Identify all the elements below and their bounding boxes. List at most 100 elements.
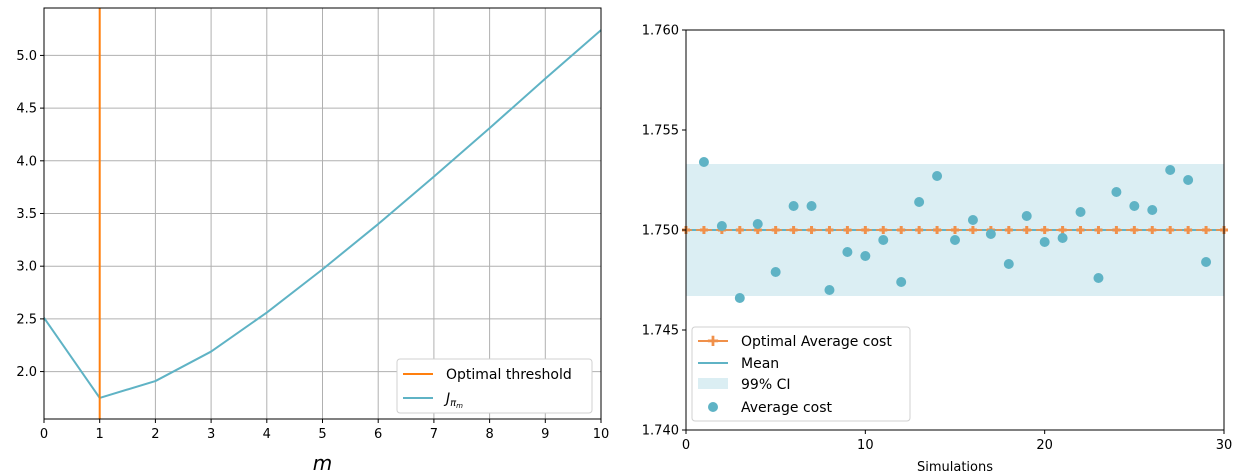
optimal-average-cost-marker: [1022, 226, 1031, 234]
optimal-average-cost-marker: [1166, 226, 1175, 234]
legend-swatch-average-cost: [708, 402, 718, 412]
optimal-average-cost-marker: [897, 226, 906, 234]
left-chart: 0 1 2 3 4 5 6 7 8 9 10 2.0 2.5 3.0 3.5 4.0 4.5 5.0 m Opti…: [16, 7, 609, 475]
optimal-average-cost-marker: [1040, 226, 1049, 234]
optimal-average-cost-marker: [735, 226, 744, 234]
right-y-tick-label: 1.760: [642, 24, 679, 39]
optimal-average-cost-marker: [789, 226, 798, 234]
average-cost-point: [932, 171, 943, 181]
average-cost-point: [878, 235, 889, 245]
optimal-average-cost-marker: [699, 226, 708, 234]
right-ticks: 0 10 20 30 1.740 1.745 1.750 1.755 1.760: [642, 24, 1232, 454]
left-x-tick-label: 8: [485, 427, 493, 442]
average-cost-point: [788, 201, 799, 211]
average-cost-point: [842, 247, 853, 257]
average-cost-point: [1075, 207, 1086, 217]
average-cost-point: [967, 215, 978, 225]
right-y-tick-label: 1.745: [642, 324, 679, 339]
average-cost-point: [860, 251, 871, 261]
average-cost-point: [1165, 165, 1176, 175]
right-y-tick-label: 1.750: [642, 224, 679, 239]
optimal-average-cost-marker: [968, 226, 977, 234]
legend-label-mean: Mean: [741, 356, 779, 372]
optimal-average-cost-marker: [825, 226, 834, 234]
average-cost-point: [716, 221, 727, 231]
left-series-layer: [43, 8, 602, 419]
optimal-average-cost-marker: [1148, 226, 1157, 234]
left-y-tick-label: 2.0: [16, 365, 37, 380]
optimal-average-cost-marker: [1004, 226, 1013, 234]
j-pi-m-line: [43, 29, 602, 399]
average-cost-point: [985, 229, 996, 239]
optimal-average-cost-marker: [915, 226, 924, 234]
average-cost-point: [734, 293, 745, 303]
left-x-tick-label: 6: [374, 427, 382, 442]
optimal-average-cost-marker: [1076, 226, 1085, 234]
average-cost-point: [806, 201, 817, 211]
average-cost-point: [1093, 273, 1104, 283]
left-y-tick-label: 2.5: [16, 312, 37, 327]
optimal-average-cost-marker: [1112, 226, 1121, 234]
left-y-tick-label: 3.5: [16, 207, 37, 222]
average-cost-point: [1129, 201, 1140, 211]
right-y-tick-label: 1.755: [642, 124, 679, 139]
right-legend: ✚ Optimal Average cost Mean 99% CI Avera…: [691, 326, 911, 422]
optimal-average-cost-marker: [861, 226, 870, 234]
optimal-average-cost-marker: [1130, 226, 1139, 234]
average-cost-point: [1057, 233, 1068, 243]
left-x-tick-label: 3: [207, 427, 215, 442]
right-x-tick-label: 30: [1216, 438, 1233, 453]
left-x-axis-label: m: [313, 451, 332, 475]
right-legend-box: [691, 326, 911, 422]
left-x-tick-label: 7: [430, 427, 438, 442]
optimal-average-cost-marker: [951, 226, 959, 234]
optimal-average-cost-marker: [1184, 226, 1193, 234]
legend-label-average-cost: Average cost: [741, 400, 832, 416]
left-legend-box: [396, 358, 593, 414]
left-x-tick-label: 9: [541, 427, 549, 442]
right-y-tick-label: 1.740: [642, 424, 679, 439]
average-cost-point: [770, 267, 781, 277]
legend-marker-optimal-average-cost: ✚: [707, 334, 719, 350]
left-grid: [43, 8, 602, 419]
left-y-tick-label: 4.5: [16, 102, 37, 117]
optimal-average-cost-marker: [1058, 226, 1067, 234]
left-y-tick-label: 5.0: [16, 49, 37, 64]
average-cost-point: [914, 197, 925, 207]
optimal-average-cost-marker: [933, 226, 942, 234]
left-legend: Optimal threshold Jπm: [396, 358, 593, 414]
right-chart: 0 10 20 30 1.740 1.745 1.750 1.755 1.760 Simulat…: [642, 24, 1232, 476]
left-y-tick-label: 3.0: [16, 260, 37, 275]
right-x-tick-label: 10: [857, 438, 874, 453]
average-cost-point: [1003, 259, 1014, 269]
average-cost-point: [1039, 237, 1050, 247]
optimal-average-cost-marker: [807, 226, 816, 234]
optimal-average-cost-marker: [1094, 226, 1103, 234]
right-x-tick-label: 20: [1036, 438, 1053, 453]
left-ticks: 0 1 2 3 4 5 6 7 8 9 10 2.0 2.5 3.0 3.5 4.0 4.5 5.0: [16, 49, 609, 442]
average-cost-point: [1183, 175, 1194, 185]
legend-label-ci: 99% CI: [741, 377, 790, 393]
average-cost-point: [752, 219, 763, 229]
left-x-tick-label: 0: [40, 427, 48, 442]
right-series-layer: [682, 157, 1228, 303]
average-cost-point: [824, 285, 835, 295]
right-x-axis-label: Simulations: [917, 460, 993, 475]
average-cost-point: [1021, 211, 1032, 221]
right-x-tick-label: 0: [682, 438, 690, 453]
optimal-average-cost-marker: [843, 226, 852, 234]
average-cost-point: [1201, 257, 1212, 267]
left-x-tick-label: 5: [318, 427, 326, 442]
optimal-average-cost-marker: [1202, 226, 1211, 234]
optimal-average-cost-marker: [879, 226, 888, 234]
average-cost-point: [896, 277, 907, 287]
average-cost-point: [1147, 205, 1158, 215]
optimal-average-cost-marker: [771, 226, 780, 234]
legend-label-optimal-threshold: Optimal threshold: [446, 367, 572, 383]
left-y-tick-label: 4.0: [16, 154, 37, 169]
left-x-tick-label: 4: [263, 427, 271, 442]
average-cost-point: [698, 157, 709, 167]
legend-swatch-ci: [698, 378, 728, 389]
legend-label-optimal-average-cost: Optimal Average cost: [741, 334, 892, 350]
